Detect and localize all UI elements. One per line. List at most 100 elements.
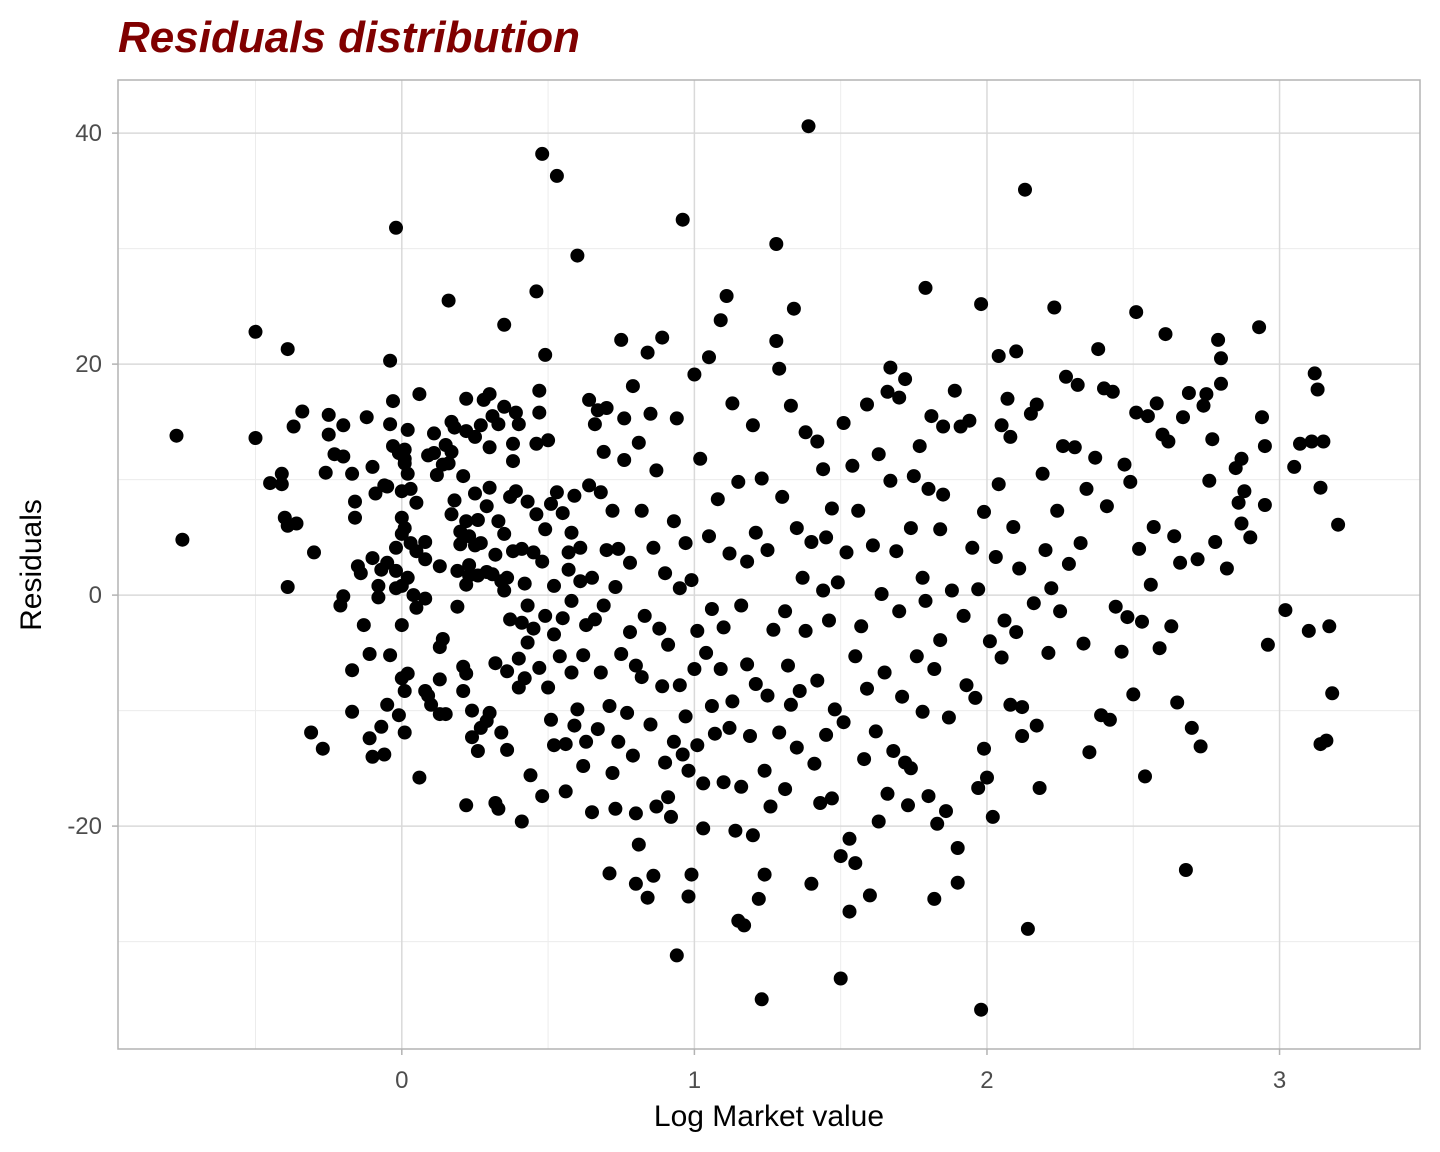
data-point — [1115, 645, 1129, 659]
data-point — [854, 619, 868, 633]
data-point — [620, 706, 634, 720]
data-point — [901, 798, 915, 812]
data-point — [804, 535, 818, 549]
data-point — [992, 349, 1006, 363]
data-point — [927, 892, 941, 906]
data-point — [693, 452, 707, 466]
data-point — [1199, 387, 1213, 401]
data-point — [913, 439, 927, 453]
data-point — [345, 467, 359, 481]
data-point — [676, 213, 690, 227]
data-point — [758, 764, 772, 778]
data-point — [600, 401, 614, 415]
data-point — [927, 662, 941, 676]
data-point — [1120, 610, 1134, 624]
data-point — [380, 480, 394, 494]
data-point — [641, 346, 655, 360]
data-point — [922, 789, 936, 803]
data-point — [626, 749, 640, 763]
data-point — [1030, 719, 1044, 733]
data-point — [784, 399, 798, 413]
data-point — [538, 609, 552, 623]
data-point — [281, 580, 295, 594]
data-point — [904, 761, 918, 775]
data-point — [690, 738, 704, 752]
data-point — [919, 281, 933, 295]
data-point — [711, 492, 725, 506]
data-point — [1211, 333, 1225, 347]
data-point — [802, 119, 816, 133]
data-point — [1311, 383, 1325, 397]
data-point — [995, 418, 1009, 432]
data-point — [401, 571, 415, 585]
data-point — [758, 868, 772, 882]
data-point — [471, 744, 485, 758]
data-point — [942, 711, 956, 725]
data-point — [1077, 637, 1091, 651]
data-point — [538, 522, 552, 536]
data-point — [567, 719, 581, 733]
data-point — [512, 652, 526, 666]
data-point — [1006, 520, 1020, 534]
data-point — [626, 379, 640, 393]
data-point — [366, 460, 380, 474]
data-point — [1012, 562, 1026, 576]
data-point — [646, 541, 660, 555]
data-point — [623, 556, 637, 570]
data-point — [951, 876, 965, 890]
data-point — [968, 691, 982, 705]
data-point — [843, 905, 857, 919]
data-point — [521, 636, 535, 650]
data-point — [1144, 578, 1158, 592]
data-point — [1331, 518, 1345, 532]
data-point — [614, 647, 628, 661]
data-point — [1185, 721, 1199, 735]
data-point — [1252, 320, 1266, 334]
data-point — [787, 302, 801, 316]
x-tick-label: 0 — [395, 1067, 408, 1094]
data-point — [831, 575, 845, 589]
data-point — [383, 354, 397, 368]
data-point — [960, 678, 974, 692]
data-point — [986, 810, 1000, 824]
data-point — [570, 702, 584, 716]
data-point — [720, 289, 734, 303]
data-point — [702, 529, 716, 543]
data-point — [670, 948, 684, 962]
data-point — [974, 1003, 988, 1017]
data-point — [336, 450, 350, 464]
data-point — [728, 824, 742, 838]
y-tick-label: 40 — [75, 120, 102, 147]
data-point — [1302, 624, 1316, 638]
data-point — [746, 828, 760, 842]
data-point — [450, 600, 464, 614]
data-point — [1088, 451, 1102, 465]
data-point — [883, 474, 897, 488]
data-point — [737, 918, 751, 932]
data-point — [696, 776, 710, 790]
data-point — [881, 787, 895, 801]
data-point — [962, 414, 976, 428]
data-point — [1106, 385, 1120, 399]
data-point — [506, 437, 520, 451]
data-point — [886, 744, 900, 758]
data-point — [1258, 498, 1272, 512]
data-point — [810, 435, 824, 449]
data-point — [506, 454, 520, 468]
data-point — [357, 618, 371, 632]
data-point — [1214, 377, 1228, 391]
data-point — [532, 661, 546, 675]
data-point — [1082, 745, 1096, 759]
data-point — [418, 592, 432, 606]
data-point — [383, 648, 397, 662]
data-point — [582, 478, 596, 492]
data-point — [398, 521, 412, 535]
data-point — [837, 715, 851, 729]
data-point — [889, 544, 903, 558]
data-point — [433, 559, 447, 573]
chart-title: Residuals distribution — [118, 13, 580, 62]
data-point — [295, 405, 309, 419]
data-point — [778, 604, 792, 618]
data-point — [632, 436, 646, 450]
